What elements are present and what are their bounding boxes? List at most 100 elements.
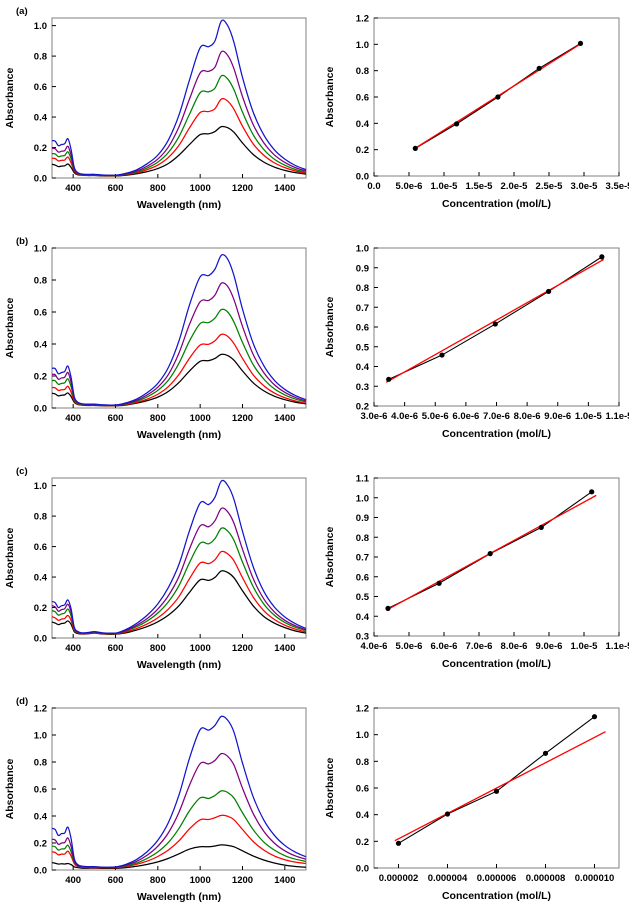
y-tick-label: 0.7 — [356, 553, 369, 564]
y-tick-label: 0.3 — [356, 632, 369, 643]
y-tick-label: 1.2 — [34, 704, 47, 715]
chart-a-calibration-content: 0.0 5.0e-6 1.0e-5 1.5e-5 2.0e-5 2.5e-5 3.0e-5 3… — [324, 14, 629, 211]
chart-c-calibration-svg: 4.0e-6 5.0e-6 6.0e-6 7.0e-6 8.0e-6 9.0e-6 1.0e… — [324, 474, 629, 671]
x-tick-label: 0.000004 — [428, 873, 468, 884]
panel-tag-label: (b) — [16, 236, 28, 247]
data-point — [589, 489, 595, 495]
data-point — [493, 788, 500, 794]
chart-c-calibration-content: 4.0e-6 5.0e-6 6.0e-6 7.0e-6 8.0e-6 9.0e-6 1.0e… — [324, 474, 629, 671]
y-tick-label: 0.0 — [356, 864, 369, 875]
y-tick-label: 1.0 — [34, 481, 47, 492]
x-tick-label: 400 — [65, 413, 81, 424]
spectrum-curve-green — [51, 527, 307, 635]
panel-b-calibration: 3.0e-6 4.0e-6 5.0e-6 6.0e-6 7.0e-6 8.0e-6 9.0e… — [320, 230, 629, 460]
y-tick-label: 0.8 — [34, 758, 47, 769]
spectrum-curve-red — [51, 333, 307, 407]
x-tick-label: 7.0e-6 — [483, 411, 510, 422]
x-tick-label: 1.0e-5 — [431, 181, 459, 192]
y-tick-label: 0.4 — [34, 340, 48, 351]
data-point — [591, 714, 598, 720]
x-axis-title: Concentration (mol/L) — [442, 890, 551, 902]
x-tick-label: 3.0e-5 — [571, 181, 599, 192]
x-axis-title: Concentration (mol/L) — [442, 428, 551, 440]
panel-row-a: 400 600 800 1000 1200 1400 0.0 0.2 0.4 0.6 0.8 1.0 W… — [0, 0, 629, 230]
chart-b-calibration-content: 3.0e-6 4.0e-6 5.0e-6 6.0e-6 7.0e-6 8.0e-6 9.0e… — [324, 244, 629, 441]
spectrum-curve-purple — [51, 50, 307, 177]
chart-c-spectra-content: 400 600 800 1000 1200 1400 0.0 0.2 0.4 0.6 0.8 1.0 W… — [4, 466, 307, 671]
panel-tag-label: (d) — [16, 696, 28, 707]
data-point — [538, 524, 544, 530]
y-tick-label: 0.2 — [34, 372, 47, 383]
x-tick-label: 9.0e-6 — [536, 641, 563, 652]
y-tick-label: 1.0 — [34, 21, 47, 32]
panel-row-d: 400 600 800 1000 1200 1400 0.0 0.2 0.4 0.6 0.8 1.0 1… — [0, 690, 629, 922]
data-point — [386, 376, 392, 382]
data-point — [545, 288, 552, 295]
y-tick-label: 0.6 — [34, 542, 47, 553]
y-tick-label: 0.3 — [356, 382, 369, 393]
y-tick-label: 0.2 — [34, 839, 47, 850]
x-tick-label: 4.0e-6 — [361, 641, 388, 652]
data-point — [487, 551, 493, 557]
x-axis-title: Concentration (mol/L) — [442, 198, 551, 210]
y-tick-label: 0.6 — [34, 785, 47, 796]
panel-a-spectra: 400 600 800 1000 1200 1400 0.0 0.2 0.4 0.6 0.8 1.0 W… — [0, 0, 320, 230]
y-tick-label: 0.4 — [34, 812, 48, 823]
y-axis-title: Absorbance — [4, 298, 16, 359]
x-tick-label: 400 — [65, 183, 81, 194]
x-tick-label: 1.1e-5 — [606, 641, 629, 652]
y-axis-title: Absorbance — [324, 527, 336, 588]
y-axis-title: Absorbance — [4, 759, 16, 820]
data-point — [492, 321, 498, 327]
x-tick-label: 6.0e-6 — [452, 411, 479, 422]
spectrum-curve-black — [51, 353, 307, 407]
x-tick-label: 800 — [150, 183, 166, 194]
chart-d-spectra-content: 400 600 800 1000 1200 1400 0.0 0.2 0.4 0.6 0.8 1.0 1… — [4, 696, 307, 903]
data-point — [444, 811, 451, 817]
x-tick-label: 8.0e-6 — [501, 641, 528, 652]
x-axis-title: Wavelength (nm) — [137, 199, 221, 211]
data-point — [385, 605, 391, 611]
x-tick-label: 5.0e-6 — [396, 181, 423, 192]
plot-frame — [51, 247, 307, 409]
y-tick-label: 1.2 — [356, 704, 369, 715]
panel-row-c: 400 600 800 1000 1200 1400 0.0 0.2 0.4 0.6 0.8 1.0 W… — [0, 460, 629, 690]
spectrum-curve-black — [51, 125, 307, 177]
y-tick-label: 0.9 — [356, 263, 369, 274]
y-tick-label: 0.6 — [356, 323, 369, 334]
x-tick-label: 1000 — [190, 413, 211, 424]
y-tick-label: 0.8 — [356, 66, 369, 77]
chart-c-spectra-svg: 400 600 800 1000 1200 1400 0.0 0.2 0.4 0.6 0.8 1.0 W… — [4, 466, 307, 671]
data-point — [495, 94, 501, 100]
chart-b-spectra-content: 400 600 800 1000 1200 1400 0.0 0.2 0.4 0.6 0.8 1.0 W… — [4, 236, 307, 441]
x-tick-label: 2.0e-5 — [501, 181, 529, 192]
y-tick-label: 0.4 — [356, 612, 370, 623]
y-tick-label: 0.2 — [356, 145, 369, 156]
y-tick-label: 0.8 — [356, 533, 369, 544]
x-tick-label: 7.0e-6 — [466, 641, 493, 652]
y-tick-label: 0.8 — [34, 276, 47, 287]
x-tick-label: 6.0e-6 — [431, 641, 458, 652]
chart-a-spectra-content: 400 600 800 1000 1200 1400 0.0 0.2 0.4 0.6 0.8 1.0 W… — [4, 6, 307, 211]
y-tick-label: 0.6 — [34, 308, 47, 319]
y-tick-label: 0.8 — [356, 757, 369, 768]
spectrum-curve-green — [51, 74, 307, 177]
data-point — [599, 254, 605, 260]
x-tick-label: 800 — [150, 413, 166, 424]
y-tick-label: 0.6 — [34, 82, 47, 93]
x-tick-label: 4.0e-6 — [391, 411, 418, 422]
y-tick-label: 0.0 — [34, 174, 47, 185]
x-tick-label: 600 — [108, 413, 124, 424]
y-axis-title: Absorbance — [4, 528, 16, 589]
x-tick-label: 0.0 — [367, 181, 380, 192]
y-tick-label: 0.8 — [34, 512, 47, 523]
y-tick-label: 1.2 — [356, 14, 369, 25]
x-tick-label: 1400 — [274, 875, 295, 886]
panel-b-spectra: 400 600 800 1000 1200 1400 0.0 0.2 0.4 0.6 0.8 1.0 W… — [0, 230, 320, 460]
panel-c-spectra: 400 600 800 1000 1200 1400 0.0 0.2 0.4 0.6 0.8 1.0 W… — [0, 460, 320, 690]
spectrum-curve-green — [51, 308, 307, 407]
spectrum-curve-green — [51, 790, 307, 869]
x-tick-label: 0.000002 — [379, 873, 419, 884]
spectrum-curve-red — [51, 814, 307, 869]
panel-tag-label: (a) — [16, 6, 28, 17]
